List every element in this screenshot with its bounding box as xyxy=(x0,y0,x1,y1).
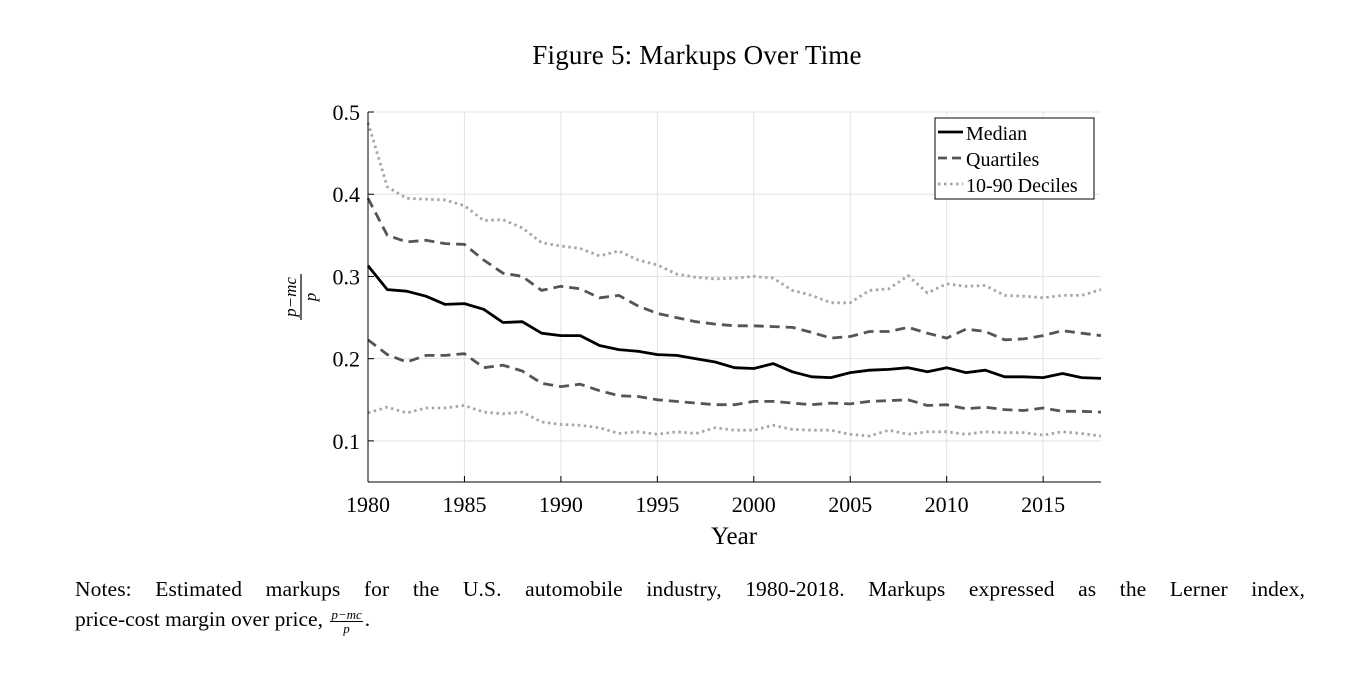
notes-end: . xyxy=(364,607,371,631)
series-line-quartiles-lower xyxy=(367,338,1102,414)
y-tick-label: 0.1 xyxy=(333,429,361,454)
notes-fraction-numerator: p−mc xyxy=(330,606,363,622)
notes-fraction-denominator: p xyxy=(343,620,350,636)
y-tick-label: 0.3 xyxy=(333,264,361,289)
x-tick-label: 1985 xyxy=(442,492,486,517)
x-tick-label: 2005 xyxy=(828,492,872,517)
legend-label-deciles: 10-90 Deciles xyxy=(966,175,1078,197)
legend-label-quartiles: Quartiles xyxy=(966,149,1040,171)
y-tick-label: 0.5 xyxy=(333,100,361,125)
axes-layer xyxy=(367,111,1101,483)
y-tick-label: 0.4 xyxy=(333,182,361,207)
legend: Median Quartiles 10-90 Deciles xyxy=(934,117,1095,200)
figure-notes-line-1: Notes: Estimated markups for the U.S. au… xyxy=(75,577,1305,601)
tick-labels: 1980 1985 1990 1995 2000 2005 2010 2015 0.1 0.2 0.… xyxy=(333,100,1066,517)
x-axis-label: Year xyxy=(711,523,758,550)
y-tick-label: 0.2 xyxy=(333,347,361,372)
figure-notes-line-2: price-cost margin over price, p−mc p. xyxy=(75,604,370,635)
x-tick-label: 2015 xyxy=(1021,492,1065,517)
x-tick-label: 2000 xyxy=(732,492,776,517)
series-line-10-90-deciles-lower xyxy=(367,404,1102,438)
notes-text: price-cost margin over price, xyxy=(75,607,323,631)
series-line-median xyxy=(366,264,1102,380)
y-axis-label: p−mc p xyxy=(281,274,320,320)
x-tick-label: 1990 xyxy=(539,492,583,517)
series-line-quartiles xyxy=(366,197,1102,342)
x-tick-label: 2010 xyxy=(925,492,969,517)
y-axis-label-numerator: p−mc xyxy=(281,277,300,318)
markups-chart: 1980 1985 1990 1995 2000 2005 2010 2015 0.1 0.2 0.… xyxy=(281,100,1102,550)
series-layer xyxy=(366,122,1102,438)
notes-fraction: p−mc p xyxy=(330,606,363,636)
legend-label-median: Median xyxy=(966,123,1027,145)
y-axis-label-denominator: p xyxy=(301,293,320,303)
figure-title: Figure 5: Markups Over Time xyxy=(532,40,862,70)
x-tick-label: 1980 xyxy=(346,492,390,517)
x-tick-label: 1995 xyxy=(635,492,679,517)
series-line-10-90-deciles xyxy=(366,122,1102,305)
